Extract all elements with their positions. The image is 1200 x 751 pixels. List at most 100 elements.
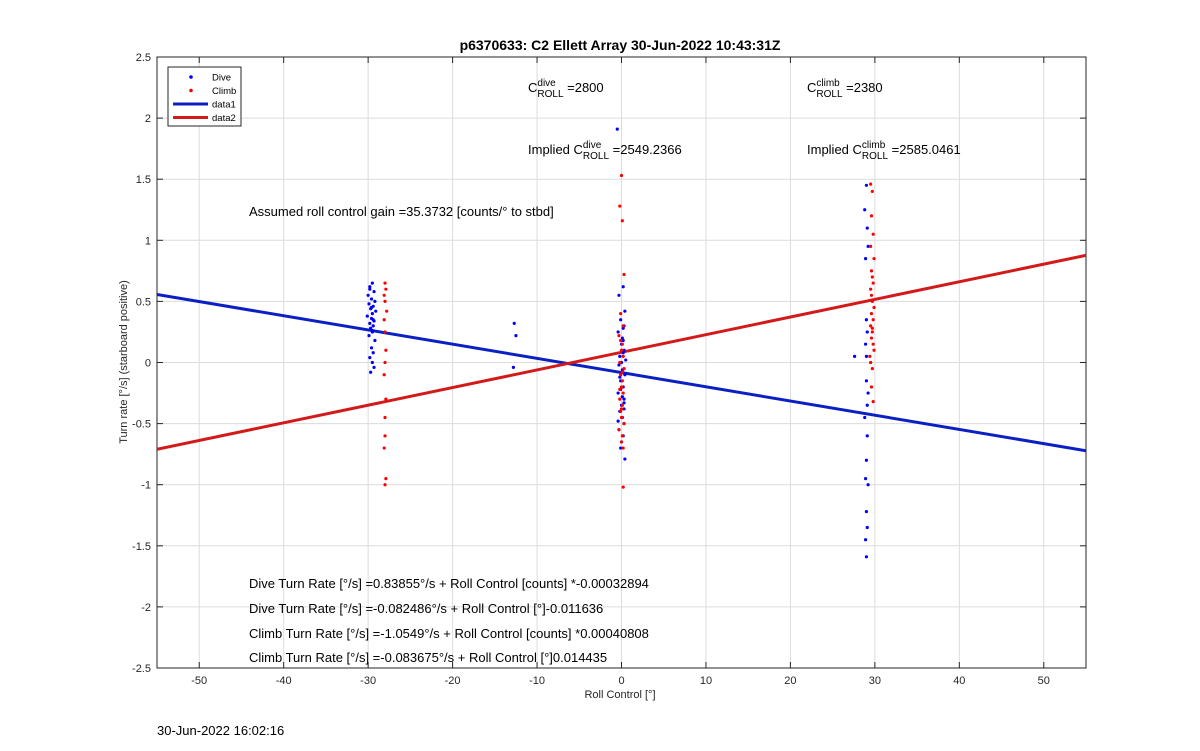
dive-point xyxy=(372,365,376,369)
dive-point xyxy=(623,457,627,461)
climb-point xyxy=(621,446,625,450)
y-tick-label: 2.5 xyxy=(136,52,151,64)
dive-point xyxy=(852,354,857,358)
climb-point xyxy=(869,269,874,273)
dive-point xyxy=(370,281,374,285)
climb-point xyxy=(619,312,623,316)
dive-point xyxy=(615,127,619,131)
dive-point xyxy=(865,330,869,334)
x-tick-label: 10 xyxy=(700,675,712,687)
dive-point xyxy=(621,338,625,343)
climb-point xyxy=(869,287,873,291)
x-tick-label: 40 xyxy=(953,675,965,687)
dive-point xyxy=(374,309,378,313)
climb-point xyxy=(617,428,621,432)
climb-point xyxy=(382,446,386,450)
dive-point xyxy=(368,287,372,291)
dive-point xyxy=(863,415,867,420)
climb-point xyxy=(869,244,873,249)
annotation-subscript: ROLL xyxy=(862,151,889,162)
y-tick-label: 1 xyxy=(145,235,151,247)
climb-point xyxy=(871,400,875,404)
dive-point xyxy=(514,334,518,338)
dive-point xyxy=(623,309,627,313)
annotation-c-dive: Cdive ROLL =2800 xyxy=(528,78,604,100)
climb-point xyxy=(870,330,874,334)
climb-point xyxy=(871,281,875,285)
climb-point xyxy=(622,272,626,277)
climb-point xyxy=(383,330,387,334)
dive-point xyxy=(366,293,370,297)
climb-point xyxy=(869,360,873,365)
dive-point xyxy=(368,321,372,325)
dive-point xyxy=(620,336,624,340)
y-tick-label: 0.5 xyxy=(136,296,151,308)
climb-point xyxy=(868,354,872,358)
climb-point xyxy=(869,182,873,186)
annotations: Cdive ROLL =2800 Cclimb ROLL =2380 Implied C… xyxy=(249,78,961,665)
x-tick-label: -20 xyxy=(445,675,461,687)
climb-point xyxy=(869,385,874,389)
x-tick-label: -10 xyxy=(529,675,545,687)
climb-point xyxy=(619,373,623,377)
climb-point xyxy=(384,397,388,401)
chart-title: p6370633: C2 Ellett Array 30-Jun-2022 10… xyxy=(460,37,781,53)
climb-point xyxy=(621,485,625,489)
series-points-climb xyxy=(382,173,876,489)
climb-point xyxy=(619,385,624,389)
dive-point xyxy=(365,314,369,318)
dive-point xyxy=(616,419,620,423)
annotation-subscript: ROLL xyxy=(537,89,564,100)
climb-point xyxy=(621,324,625,328)
climb-point xyxy=(620,342,624,346)
plot-area xyxy=(157,127,1086,559)
climb-point xyxy=(384,476,388,481)
dive-point xyxy=(370,330,374,334)
climb-point xyxy=(383,434,387,438)
climb-point xyxy=(871,342,875,346)
dive-point xyxy=(622,407,626,411)
climb-point xyxy=(383,360,387,365)
dive-point xyxy=(370,312,374,316)
annotation-subscript: ROLL xyxy=(583,151,610,162)
climb-point xyxy=(869,293,874,297)
dive-point xyxy=(371,324,375,328)
climb-point xyxy=(871,232,875,236)
x-tick-label: 20 xyxy=(784,675,796,687)
climb-point xyxy=(871,318,875,322)
climb-point xyxy=(618,397,622,401)
climb-point xyxy=(384,287,388,291)
dive-point xyxy=(620,395,624,399)
climb-point xyxy=(619,415,624,420)
climb-point xyxy=(622,367,626,371)
climb-point xyxy=(619,338,623,343)
annotation-prefix: C xyxy=(807,80,816,95)
climb-point xyxy=(619,348,624,352)
x-tick-label: 0 xyxy=(618,675,624,687)
dive-point xyxy=(865,226,869,230)
dive-point xyxy=(621,285,625,289)
y-tick-label: 1.5 xyxy=(136,174,151,186)
dive-point xyxy=(622,348,626,352)
climb-point xyxy=(385,309,389,313)
climb-point xyxy=(870,299,874,303)
dive-point xyxy=(618,354,622,358)
annotation-c-climb: Cclimb ROLL =2380 xyxy=(807,78,883,100)
dive-point xyxy=(511,365,515,369)
y-tick-label: -1.5 xyxy=(132,541,151,553)
y-tick-label: 0 xyxy=(145,358,151,370)
climb-point xyxy=(383,299,387,303)
annotation-gain: Assumed roll control gain =35.3732 [coun… xyxy=(249,204,554,219)
annotation-subscript: ROLL xyxy=(816,89,843,100)
dive-point xyxy=(866,391,870,395)
dive-point xyxy=(623,373,627,377)
series-points-dive xyxy=(365,127,870,559)
annotation-prefix: Implied C xyxy=(807,142,862,157)
dive-point xyxy=(864,354,869,358)
climb-point xyxy=(870,275,874,279)
annotation-prefix: Implied C xyxy=(528,142,583,157)
dive-point xyxy=(619,318,623,322)
annotation-value: =2549.2366 xyxy=(609,142,682,157)
dive-point xyxy=(372,290,376,294)
